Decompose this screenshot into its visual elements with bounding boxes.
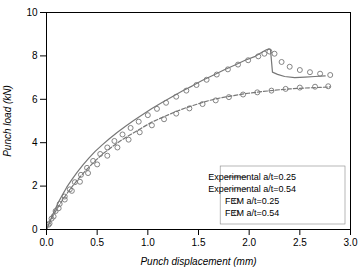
svg-text:0: 0 (32, 224, 38, 235)
svg-text:FEM a/t=0.54: FEM a/t=0.54 (225, 208, 279, 218)
svg-text:1.0: 1.0 (141, 237, 155, 248)
svg-text:0.0: 0.0 (40, 237, 54, 248)
svg-text:4: 4 (32, 137, 38, 148)
svg-text:0.5: 0.5 (90, 237, 104, 248)
svg-text:2: 2 (32, 180, 38, 191)
svg-text:8: 8 (32, 50, 38, 61)
svg-text:Punch displacement (mm): Punch displacement (mm) (140, 256, 256, 267)
svg-text:2.0: 2.0 (242, 237, 256, 248)
svg-text:10: 10 (26, 7, 38, 18)
svg-text:Punch load (kN): Punch load (kN) (2, 85, 13, 157)
svg-text:2.5: 2.5 (293, 237, 307, 248)
svg-text:Experimental a/t=0.25: Experimental a/t=0.25 (208, 172, 296, 182)
svg-text:Experimental a/t=0.54: Experimental a/t=0.54 (208, 184, 296, 194)
svg-text:1.5: 1.5 (192, 237, 206, 248)
svg-text:FEM a/t=0.25: FEM a/t=0.25 (225, 196, 279, 206)
svg-text:6: 6 (32, 94, 38, 105)
svg-text:3.0: 3.0 (344, 237, 358, 248)
